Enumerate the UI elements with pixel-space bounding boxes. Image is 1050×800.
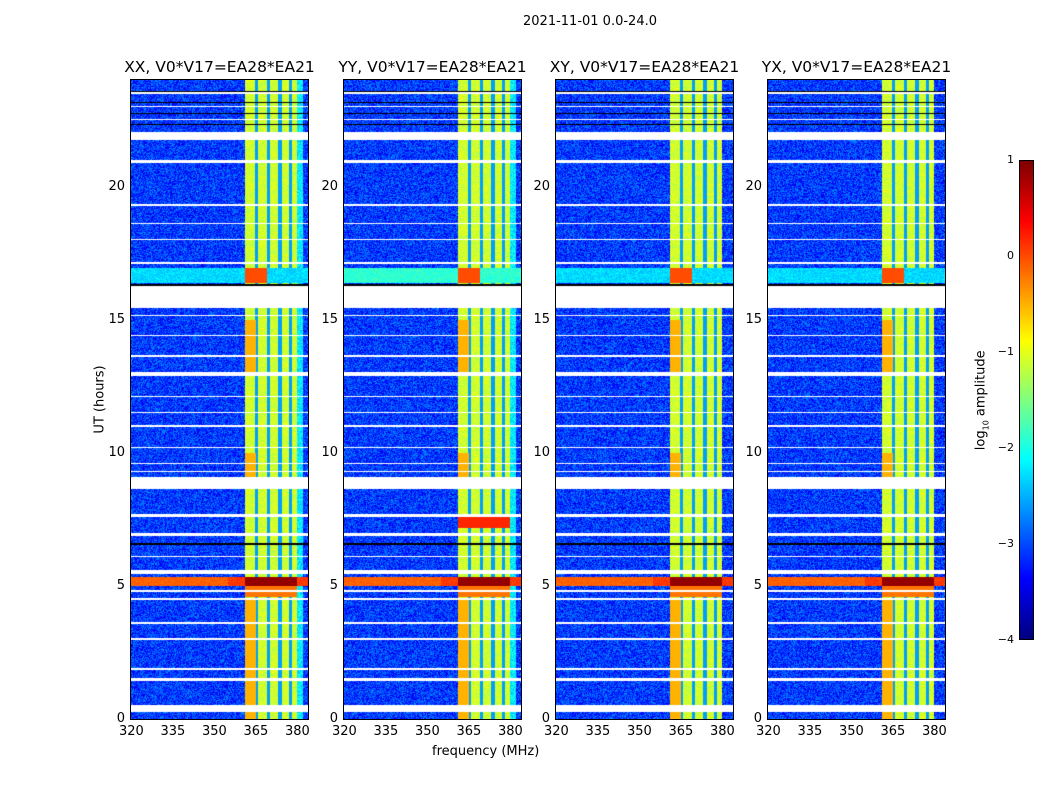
x-tick-label: 335 (160, 724, 186, 739)
x-tick-label: 380 (709, 724, 735, 739)
panel-title-yx: YX, V0*V17=EA28*EA21 (761, 58, 952, 76)
x-tick-label: 350 (626, 724, 652, 739)
y-tick-label: 15 (108, 311, 125, 327)
panel-xx (130, 79, 309, 720)
y-tick-label: 20 (533, 178, 550, 194)
x-tick-label: 320 (332, 724, 357, 739)
colorbar-tick-label: −4 (997, 633, 1014, 646)
heatmap-image (131, 80, 308, 719)
x-tick-label: 335 (373, 724, 399, 739)
y-tick-label: 0 (541, 711, 550, 726)
x-tick-label: 350 (414, 724, 440, 739)
colorbar-tick-label: 0 (1007, 249, 1014, 262)
y-tick-label: 15 (745, 311, 762, 327)
colorbar-tick-label: 1 (1007, 153, 1014, 166)
x-tick-label: 380 (497, 724, 523, 739)
y-tick-label: 0 (329, 711, 338, 726)
y-tick-label: 10 (745, 444, 762, 460)
colorbar-tick-label: −1 (997, 345, 1014, 358)
x-axis-label: frequency (MHz) (432, 744, 540, 759)
y-tick-label: 0 (753, 711, 762, 726)
y-tick-label: 5 (329, 577, 338, 593)
y-tick-label: 5 (753, 577, 762, 593)
x-tick-label: 380 (284, 724, 310, 739)
heatmap-image (768, 80, 945, 719)
x-tick-label: 335 (585, 724, 611, 739)
x-tick-label: 365 (456, 724, 482, 739)
y-tick-label: 15 (533, 311, 550, 327)
colorbar (1019, 160, 1034, 640)
panel-xy (555, 79, 734, 720)
x-tick-label: 350 (201, 724, 227, 739)
x-tick-label: 320 (756, 724, 781, 739)
x-tick-label: 365 (880, 724, 906, 739)
colorbar-tick-label: −2 (997, 441, 1014, 454)
x-tick-label: 365 (243, 724, 269, 739)
x-tick-label: 335 (797, 724, 823, 739)
y-axis-label: UT (hours) (92, 365, 108, 434)
y-tick-label: 5 (541, 577, 550, 593)
x-tick-label: 380 (921, 724, 947, 739)
x-tick-label: 320 (544, 724, 569, 739)
panel-title-yy: YY, V0*V17=EA28*EA21 (338, 58, 527, 76)
y-tick-label: 0 (116, 711, 125, 726)
heatmap-image (344, 80, 521, 719)
y-tick-label: 10 (533, 444, 550, 460)
panel-title-xy: XY, V0*V17=EA28*EA21 (549, 58, 740, 76)
y-tick-label: 10 (108, 444, 125, 460)
x-tick-label: 350 (838, 724, 864, 739)
x-tick-label: 320 (119, 724, 144, 739)
y-tick-label: 5 (116, 577, 125, 593)
figure-title: 2021-11-01 0.0-24.0 (523, 14, 657, 29)
y-tick-label: 20 (108, 178, 125, 194)
y-tick-label: 10 (321, 444, 338, 460)
colorbar-tick-label: −3 (997, 537, 1014, 550)
y-tick-label: 15 (321, 311, 338, 327)
x-tick-label: 365 (668, 724, 694, 739)
y-tick-label: 20 (745, 178, 762, 194)
panel-title-xx: XX, V0*V17=EA28*EA21 (124, 58, 315, 76)
y-tick-label: 20 (321, 178, 338, 194)
panel-yx (767, 79, 946, 720)
colorbar-label: log10 amplitude (973, 350, 991, 451)
panel-yy (343, 79, 522, 720)
heatmap-image (556, 80, 733, 719)
